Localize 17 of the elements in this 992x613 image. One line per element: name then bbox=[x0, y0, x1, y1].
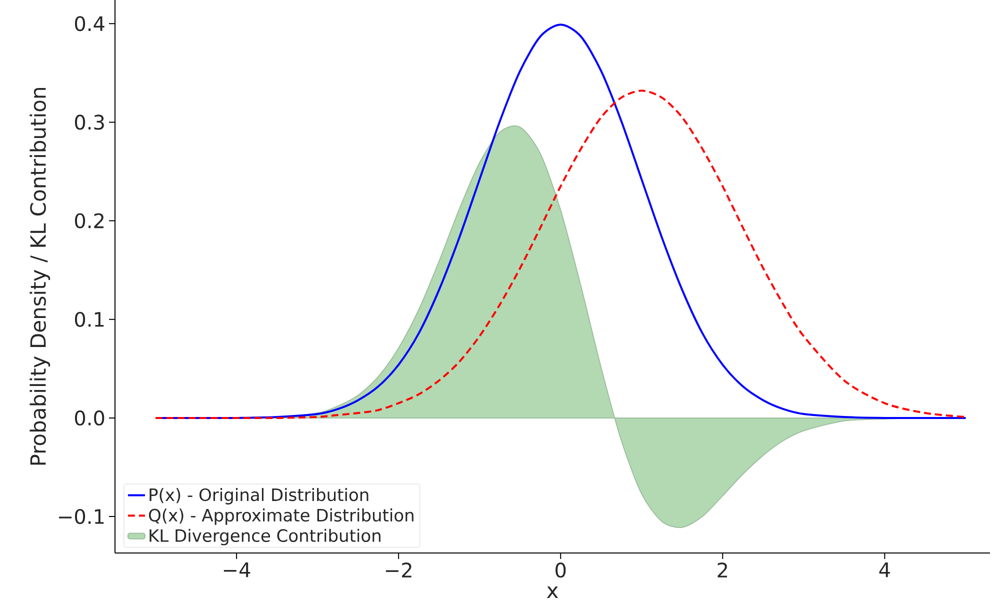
x-tick-label: −4 bbox=[224, 562, 250, 578]
line-series bbox=[154, 90, 967, 420]
x-tick-label: 0 bbox=[556, 562, 566, 578]
y-tick-label: 0.2 bbox=[74, 213, 104, 228]
legend-label: KL Divergence Contribution bbox=[150, 528, 380, 546]
legend-label: P(x) - Original Distribution bbox=[150, 488, 368, 504]
y-axis-title: Probability Density / KL Contribution bbox=[30, 88, 50, 465]
y-tick-label: 0.3 bbox=[74, 114, 104, 130]
legend-label: Q(x) - Approximate Distribution bbox=[148, 508, 414, 525]
y-tick-label: −0.1 bbox=[59, 508, 104, 524]
x-tick-label: 2 bbox=[718, 562, 728, 578]
y-tick-label: 0.4 bbox=[74, 16, 104, 32]
x-tick-label: 4 bbox=[879, 562, 890, 578]
x-tick-label: −2 bbox=[386, 562, 412, 578]
x-axis-title: x bbox=[546, 586, 558, 598]
y-tick-label: 0.1 bbox=[74, 312, 104, 327]
y-tick-label: 0.0 bbox=[74, 410, 104, 426]
